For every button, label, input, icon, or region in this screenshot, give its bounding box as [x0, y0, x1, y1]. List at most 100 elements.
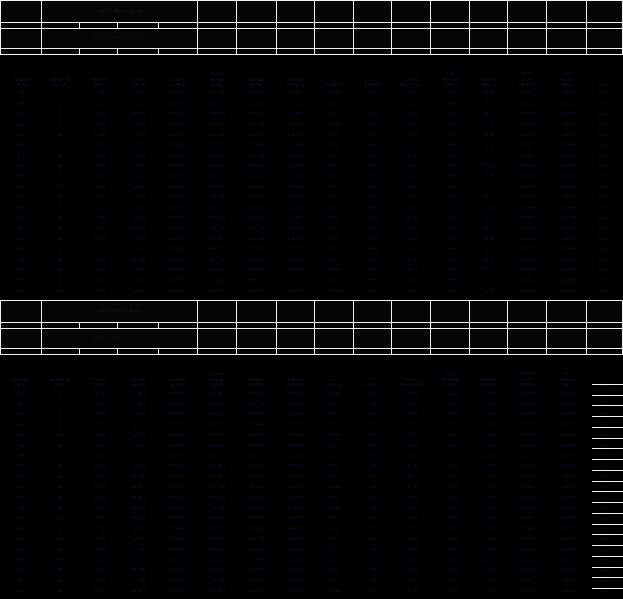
column-header-viscosity[interactable]: Viscosity [uPa*s] [469, 54, 508, 89]
cell-density[interactable]: 708.10 [117, 244, 159, 255]
cell-pressure[interactable]: 51.427 [79, 244, 118, 255]
cell-surface_tension[interactable]: 0.005288 [546, 150, 587, 162]
table-row[interactable]: 484 26 56.176 90.004 0.011110 395.247 406.173 1… [0, 534, 623, 545]
cell-pressure[interactable]: 55.170 [79, 586, 118, 597]
cell-sample[interactable]: 5 [41, 409, 80, 420]
cell-surface_tension[interactable]: 0.004675 [546, 565, 587, 576]
cell-volume[interactable]: 0.010692 [158, 492, 198, 504]
cell-cv[interactable]: 1.52690 [353, 161, 392, 172]
column-header-sound_speed[interactable]: Sound Speed [m/s] [391, 354, 431, 389]
cell-datapoint[interactable]: 347 [0, 161, 42, 172]
cell-phase[interactable]: Vapor [586, 388, 623, 400]
cell-sample[interactable]: 21 [41, 202, 80, 214]
cell-joule_thomson[interactable]: 0.12137 [430, 575, 470, 587]
cell-volume[interactable]: 0.001412 [158, 244, 198, 255]
table-row[interactable]: 201 5 47.031 70.294 0.014226 416.244 429.870 1.… [0, 409, 623, 420]
cell-phase[interactable]: Liquid [586, 171, 623, 183]
cell-viscosity[interactable]: 13.276 [469, 565, 508, 576]
column-header-volume[interactable]: Volume [m3/kg] [158, 354, 198, 389]
cell-sound_speed[interactable]: 167.46 [391, 482, 431, 493]
cell-datapoint[interactable]: 441 [0, 513, 42, 524]
cell-pressure[interactable]: 52.426 [79, 130, 118, 141]
cell-internal_energy[interactable]: 260.716 [197, 244, 237, 255]
table-row[interactable]: 302 12 52.426 87.229 0.011464 398.452 409.908 1… [0, 440, 623, 452]
cell-cp[interactable]: 2.5676 [314, 171, 353, 183]
cell-enthalpy[interactable]: 270.134 [236, 119, 277, 131]
cell-joule_thomson[interactable]: -0.21708 [430, 213, 470, 224]
cell-sample[interactable]: 24 [41, 523, 80, 535]
cell-datapoint[interactable]: 164 [0, 98, 42, 110]
cell-sound_speed[interactable]: 678.38 [391, 275, 431, 286]
table-row[interactable]: 302 12 44.915 742.11 0.001348 241.192 247.246 1… [0, 140, 623, 151]
cell-density[interactable]: 70.012 [117, 451, 159, 462]
cell-surface_tension[interactable]: 0.005104 [546, 171, 587, 183]
cell-phase[interactable]: Liquid [586, 98, 623, 110]
cell-datapoint[interactable]: 122 [0, 88, 42, 99]
column-header-density[interactable]: Density [kg/m3] [117, 354, 159, 389]
cell-surface_tension[interactable]: 0.005661 [546, 140, 587, 151]
cell-cv[interactable]: 1.7616 [353, 503, 392, 514]
cell-surface_tension[interactable]: 0.005020 [546, 575, 587, 587]
cell-joule_thomson[interactable]: 0.11644 [430, 461, 470, 472]
cell-cp[interactable]: 2.3857 [314, 565, 353, 576]
cell-entropy[interactable]: 1.19329 [276, 150, 315, 162]
cell-volume[interactable]: 0.001406 [158, 265, 198, 276]
cell-enthalpy[interactable]: 408.399 [236, 586, 277, 597]
cell-sound_speed[interactable]: 655.72 [391, 265, 431, 276]
cell-datapoint[interactable]: 241 [0, 419, 42, 431]
cell-joule_thomson[interactable]: 0.12316 [430, 503, 470, 514]
cell-density[interactable]: 71.855 [117, 544, 159, 556]
cell-datapoint[interactable]: 423 [0, 503, 42, 514]
cell-surface_tension[interactable]: 0.005389 [546, 275, 587, 286]
table-row[interactable]: 363 16 52.066 703.38 0.001422 264.011 271.414 1… [0, 171, 623, 183]
column-header-sound_speed[interactable]: Sound Speed [m/s] [391, 54, 431, 89]
cell-entropy[interactable]: 1.20446 [276, 265, 315, 276]
cell-joule_thomson[interactable]: -0.20734 [430, 254, 470, 266]
cell-enthalpy[interactable]: 412.472 [236, 565, 277, 576]
cell-thermal_cond[interactable]: 0.03172 [507, 544, 547, 556]
cell-sample[interactable]: 30 [41, 565, 80, 576]
cell-cp[interactable]: 2.5287 [314, 161, 353, 172]
cell-sample[interactable]: 3 [41, 98, 80, 110]
cell-volume[interactable]: 0.012303 [158, 419, 198, 431]
cell-surface_tension[interactable]: 0.005517 [546, 409, 587, 420]
cell-joule_thomson[interactable]: -0.19703 [430, 130, 470, 141]
cell-entropy[interactable]: 1.15069 [276, 140, 315, 151]
cell-phase[interactable]: Vapor [586, 503, 623, 514]
cell-cp[interactable]: 2.6004 [314, 202, 353, 214]
cell-volume[interactable]: 0.012150 [158, 430, 198, 441]
cell-cp[interactable]: 2.3995 [314, 482, 353, 493]
cell-density[interactable]: 77.158 [117, 575, 159, 587]
cell-sample[interactable]: 29 [41, 254, 80, 266]
cell-cv[interactable]: 1.8548 [353, 492, 392, 504]
cell-enthalpy[interactable]: 271.429 [236, 98, 277, 110]
table-row[interactable]: 583 34 55.170 692.89 0.001443 270.195 278.158 1… [0, 285, 623, 297]
column-header-cp[interactable]: Cp [kJ/kg*K] [314, 54, 353, 89]
cell-phase[interactable]: Liquid [586, 244, 623, 255]
cell-cv[interactable]: 1.5237 [353, 88, 392, 99]
cell-volume[interactable]: 0.011750 [158, 565, 198, 576]
cell-thermal_cond[interactable]: 0.09254 [507, 119, 547, 131]
cell-thermal_cond[interactable]: 0.02904 [507, 534, 547, 545]
cell-surface_tension[interactable]: 0.005036 [546, 254, 587, 266]
cell-enthalpy[interactable]: 418.475 [236, 503, 277, 514]
cell-viscosity[interactable]: 13.479 [469, 419, 508, 431]
cell-sound_speed[interactable]: 592.40 [391, 202, 431, 214]
cell-datapoint[interactable]: 546 [0, 565, 42, 576]
cell-cv[interactable]: 1.50626 [353, 244, 392, 255]
cell-joule_thomson[interactable]: 0.13355 [430, 534, 470, 545]
cell-surface_tension[interactable]: 0.005490 [546, 161, 587, 172]
cell-cp[interactable]: 2.5369 [314, 88, 353, 99]
cell-density[interactable]: 730.46 [117, 161, 159, 172]
cell-viscosity[interactable]: 84.02 [469, 98, 508, 110]
cell-thermal_cond[interactable]: 0.03000 [507, 430, 547, 441]
cell-joule_thomson[interactable]: 0.11210 [430, 451, 470, 462]
cell-thermal_cond[interactable]: 0.09320 [507, 244, 547, 255]
cell-joule_thomson[interactable]: -0.20595 [430, 119, 470, 131]
cell-internal_energy[interactable]: 393.186 [197, 523, 237, 535]
cell-thermal_cond[interactable]: 0.03224 [507, 451, 547, 462]
cell-sound_speed[interactable]: 182.59 [391, 544, 431, 556]
cell-cv[interactable]: 1.7969 [353, 565, 392, 576]
cell-surface_tension[interactable]: 0.004378 [546, 523, 587, 535]
cell-pressure[interactable]: 46.394 [79, 161, 118, 172]
